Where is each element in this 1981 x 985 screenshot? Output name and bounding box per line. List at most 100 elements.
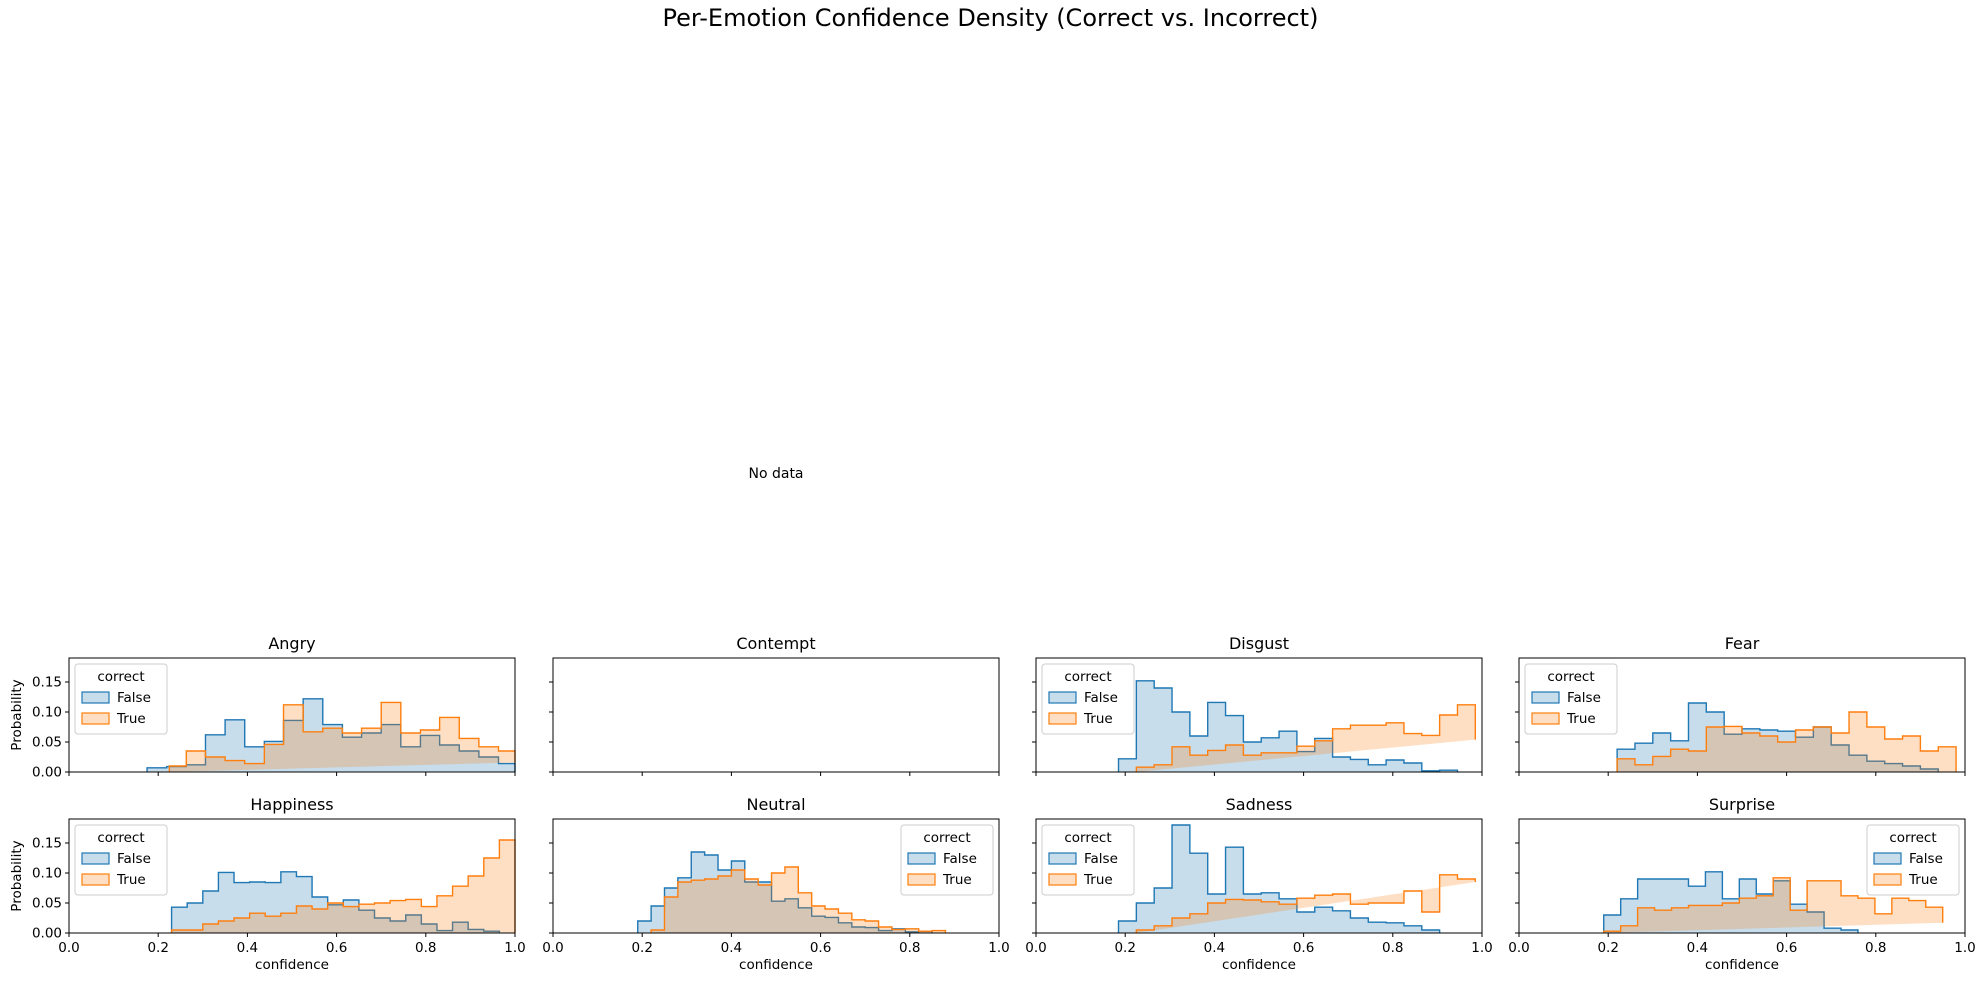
legend: correct False True [900,824,994,896]
legend-box [1524,663,1618,735]
y-axis-label: Probability [9,840,25,911]
x-tick-label: 0.0 [1025,940,1046,956]
panel-title: Contempt [736,634,815,653]
panel-title: Surprise [1709,795,1775,814]
legend-box [1866,824,1960,896]
x-tick-label: 0.2 [631,940,652,956]
legend-label-false: False [117,851,151,867]
legend-title: correct [97,830,144,846]
legend-swatch-false [907,852,936,865]
x-axis-label: confidence [739,957,813,973]
axes-frame [1518,818,1966,934]
legend-box [74,824,168,896]
axes-frame [1035,657,1483,773]
hist-fill-false [171,871,500,933]
x-tick-label: 0.6 [1776,940,1797,956]
panel-title: Sadness [1226,795,1293,814]
y-tick-label: 0.10 [32,705,62,721]
y-tick-label: 0.05 [32,735,62,751]
legend-box [1041,663,1135,735]
axes-frame [552,818,1000,934]
axes-frame [68,657,516,773]
x-tick-label: 0.0 [1508,940,1529,956]
panel-happiness: Happiness 0.00 0.05 0.10 0.15 0.0 0.2 0.4 0.6 0.8… [9,795,526,973]
x-tick-label: 1.0 [1471,940,1492,956]
legend-title: correct [97,669,144,685]
x-tick-label: 1.0 [988,940,1009,956]
legend-label-true: True [1908,872,1938,888]
hist-step-true [1603,877,1944,933]
hist-fill-true [1603,877,1943,933]
axes-frame [1035,818,1483,934]
legend-label-false: False [1084,851,1118,867]
legend-box [1041,824,1135,896]
hist-step-false [637,851,933,933]
x-tick-label: 0.4 [721,940,742,956]
y-tick-label: 0.00 [32,765,62,781]
legend-swatch-true [907,873,936,886]
panel-title: Neutral [746,795,805,814]
hist-step-true [650,866,947,933]
x-tick-label: 0.6 [810,940,831,956]
x-tick-label: 0.0 [58,940,79,956]
panel-title: Disgust [1229,634,1289,653]
legend-title: correct [1064,669,1111,685]
legend-swatch-true [81,712,110,725]
legend-box [900,824,994,896]
y-tick-label: 0.10 [32,866,62,882]
x-axis-label: confidence [1222,957,1296,973]
legend-label-false: False [1084,690,1118,706]
x-tick-label: 0.2 [1597,940,1618,956]
x-tick-label: 0.2 [1114,940,1135,956]
no-data-message: No data [748,466,804,482]
hist-fill-true [1136,704,1476,772]
hist-step-false [1117,680,1459,772]
panel-title: Angry [268,634,315,653]
legend-swatch-false [1048,691,1077,704]
x-tick-label: 0.4 [237,940,258,956]
hist-fill-false [1118,825,1440,933]
legend: correct False True [1041,824,1135,896]
legend-title: correct [1889,830,1936,846]
x-tick-label: 0.8 [1382,940,1403,956]
hist-step-false [170,871,501,933]
legend-label-true: True [1566,711,1596,727]
y-tick-label: 0.15 [32,675,62,691]
legend-swatch-false [1531,691,1560,704]
legend-label-true: True [1083,711,1113,727]
hist-fill-false [1118,680,1458,772]
panel-contempt: Contempt [549,634,1000,776]
legend-swatch-true [1048,873,1077,886]
legend-title: correct [1547,669,1594,685]
legend-swatch-false [1048,852,1077,865]
legend-label-false: False [1567,690,1601,706]
hist-step-true [170,839,516,933]
panel-neutral: Neutral 0.0 0.2 0.4 0.6 0.8 1.0 confidence corre… [542,795,1009,973]
legend-swatch-false [1873,852,1902,865]
panel-fear: Fear correct False True [1515,634,1966,776]
x-tick-label: 1.0 [1954,940,1975,956]
legend: correct False True [1524,663,1618,735]
panel-title: Happiness [250,795,333,814]
panel-sadness: Sadness 0.0 0.2 0.4 0.6 0.8 1.0 confidence corre… [1025,795,1492,973]
y-tick-label: 0.00 [32,926,62,942]
hist-fill-false [147,698,516,772]
legend-swatch-true [81,873,110,886]
axes-frame [68,818,516,934]
legend-swatch-true [1531,712,1560,725]
legend: correct False True [74,824,168,896]
legend-swatch-true [1048,712,1077,725]
panel-angry: Angry 0.00 0.05 0.10 0.15 Probability correct F… [9,634,516,781]
hist-fill-true [171,840,515,933]
legend-label-true: True [116,872,146,888]
legend: correct False True [1866,824,1960,896]
y-axis-label: Probability [9,679,25,750]
legend-swatch-false [81,691,110,704]
x-tick-label: 0.4 [1687,940,1708,956]
hist-step-true [168,701,516,772]
hist-step-false [1616,702,1939,772]
hist-fill-true [1136,874,1476,933]
axes-frame [552,657,1000,773]
panel-title: Fear [1725,634,1760,653]
